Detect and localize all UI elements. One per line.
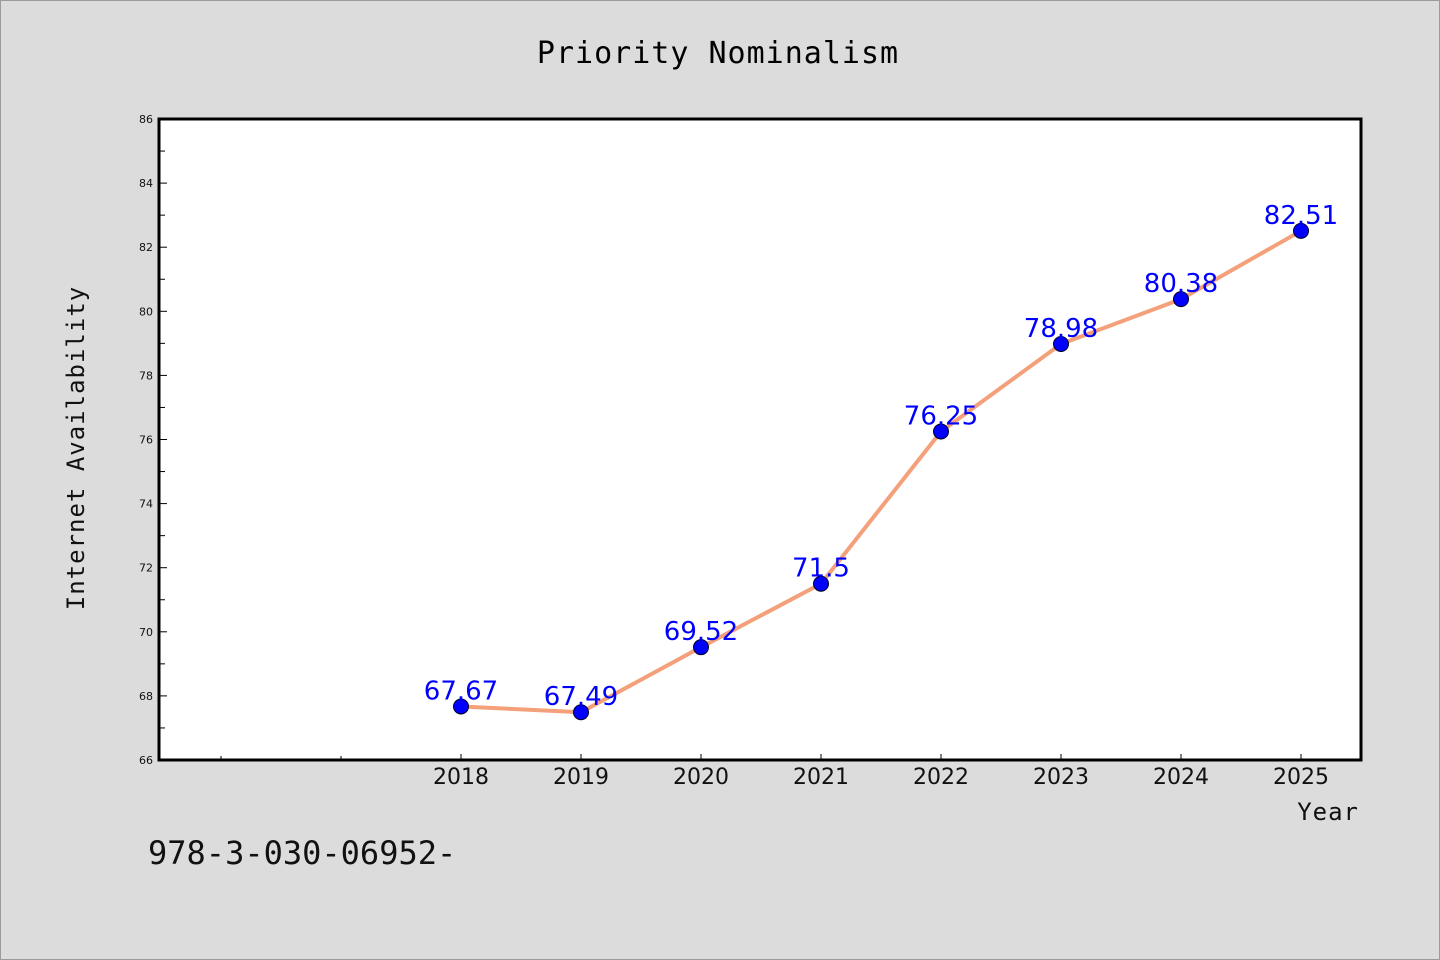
data-point <box>1053 335 1069 352</box>
y-axis-label: Internet Availability <box>62 286 90 610</box>
y-tick-label: 66 <box>139 754 153 767</box>
data-point <box>1173 291 1189 308</box>
y-tick-label: 70 <box>139 626 153 639</box>
y-tick-label: 80 <box>139 305 153 318</box>
data-label: 82.51 <box>1264 201 1338 231</box>
data-label: 76.25 <box>904 401 978 431</box>
x-tick-label: 2023 <box>1033 765 1089 790</box>
data-point <box>693 639 709 656</box>
x-tick-label: 2019 <box>553 765 609 790</box>
y-tick-label: 78 <box>139 369 153 382</box>
y-tick-label: 68 <box>139 690 153 703</box>
x-tick-label: 2022 <box>913 765 969 790</box>
x-axis: 2018 2019 2020 2021 2022 2023 2024 2025 <box>220 754 1329 790</box>
x-tick-label: 2025 <box>1273 765 1329 790</box>
isbn-footer: 978-3-030-06952- <box>148 834 456 872</box>
x-tick-label: 2021 <box>793 765 849 790</box>
y-tick-label: 76 <box>139 434 153 447</box>
data-point <box>933 423 949 440</box>
data-label: 71.5 <box>792 554 850 584</box>
x-tick-label: 2020 <box>673 765 729 790</box>
y-axis: 66 68 70 72 74 76 78 80 82 84 86 <box>139 113 167 767</box>
y-tick-label: 82 <box>139 241 153 254</box>
data-point <box>813 575 829 592</box>
plot-area <box>157 117 1363 762</box>
y-tick-label: 86 <box>139 113 153 126</box>
series-line <box>459 228 1303 715</box>
x-tick-label: 2024 <box>1153 765 1209 790</box>
y-tick-label: 84 <box>139 177 153 190</box>
data-label: 67.49 <box>544 682 618 712</box>
data-labels: 67.67 67.49 69.52 71.5 76.25 78.98 80.38 82.51 <box>424 201 1338 712</box>
x-axis-label: Year <box>1297 798 1359 826</box>
series-group <box>453 222 1309 721</box>
data-point <box>453 698 469 715</box>
data-label: 80.38 <box>1144 269 1218 299</box>
data-label: 78.98 <box>1024 314 1098 344</box>
chart-title: Priority Nominalism <box>537 36 899 71</box>
data-label: 69.52 <box>664 617 738 647</box>
y-tick-label: 72 <box>139 562 153 575</box>
data-point <box>1293 222 1309 239</box>
data-point <box>573 704 589 721</box>
x-tick-label: 2018 <box>433 765 489 790</box>
data-label: 67.67 <box>424 676 498 706</box>
y-tick-label: 74 <box>139 498 153 511</box>
